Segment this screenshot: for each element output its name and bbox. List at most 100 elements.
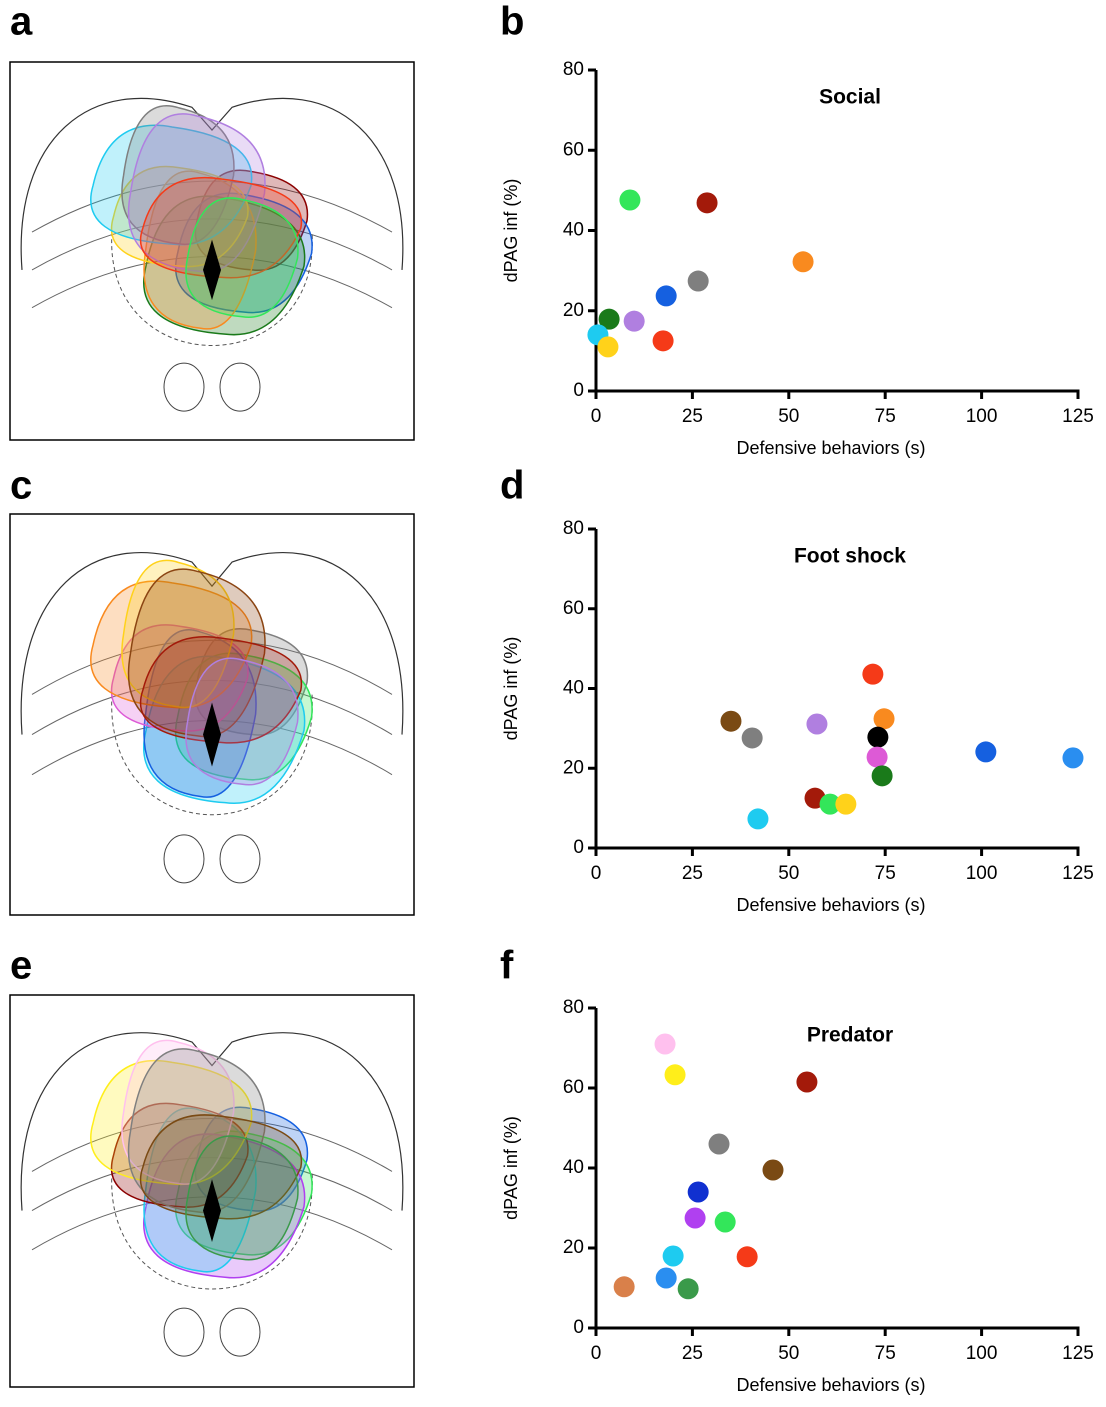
x-tick-label: 75 <box>875 863 896 884</box>
x-tick-label: 50 <box>778 863 799 884</box>
data-point <box>696 192 718 214</box>
data-point <box>867 726 889 748</box>
x-tick-label: 75 <box>875 406 896 427</box>
labeled-area <box>127 1048 266 1214</box>
x-tick-label: 0 <box>591 406 602 427</box>
data-point <box>654 1033 676 1055</box>
data-point <box>684 1207 706 1229</box>
x-tick-label: 0 <box>591 1343 602 1364</box>
section-structure <box>219 1307 261 1357</box>
y-axis-label: dPAG inf (%) <box>501 179 521 283</box>
data-point <box>792 251 814 273</box>
y-tick-label: 60 <box>563 139 584 160</box>
y-tick-label: 20 <box>563 757 584 778</box>
data-point <box>655 285 677 307</box>
section-contour <box>31 218 393 271</box>
chart-title: Foot shock <box>794 545 906 568</box>
x-tick-label: 25 <box>682 406 703 427</box>
data-point <box>662 1245 684 1267</box>
section-outline <box>20 1032 404 1211</box>
data-point <box>720 710 742 732</box>
data-point <box>597 336 619 358</box>
brain-section <box>9 994 415 1388</box>
data-point <box>655 1267 677 1289</box>
data-point <box>747 808 769 830</box>
x-tick-label: 125 <box>1062 863 1094 884</box>
section-contour <box>31 639 393 695</box>
panel-label: c <box>10 464 32 508</box>
y-tick-label: 80 <box>563 997 584 1018</box>
labeled-area <box>139 1114 303 1220</box>
section-contour <box>111 694 313 816</box>
section-structure <box>219 362 261 412</box>
section-structure <box>219 834 261 884</box>
data-point <box>819 793 841 815</box>
x-tick-label: 100 <box>966 863 998 884</box>
labeled-area <box>127 113 266 273</box>
x-tick-label: 100 <box>966 406 998 427</box>
x-tick-label: 0 <box>591 863 602 884</box>
y-tick-label: 80 <box>563 518 584 539</box>
labeled-area <box>143 195 306 336</box>
y-axis-label: dPAG inf (%) <box>501 1116 521 1220</box>
chart-title: Social <box>819 86 881 109</box>
data-point <box>714 1211 736 1233</box>
data-point <box>871 765 893 787</box>
data-point <box>862 663 884 685</box>
data-point <box>741 727 763 749</box>
y-tick-label: 0 <box>573 837 584 858</box>
data-point <box>687 1181 709 1203</box>
labeled-area <box>143 655 306 805</box>
labeled-area <box>143 1133 306 1279</box>
brain-section <box>9 61 415 441</box>
data-point <box>873 708 895 730</box>
data-point <box>619 189 641 211</box>
x-tick-label: 100 <box>966 1343 998 1364</box>
data-point <box>664 1064 686 1086</box>
section-contour <box>111 232 313 346</box>
x-tick-label: 50 <box>778 1343 799 1364</box>
y-tick-label: 60 <box>563 1077 584 1098</box>
aqueduct <box>203 702 221 767</box>
x-tick-label: 50 <box>778 406 799 427</box>
x-axis-label: Defensive behaviors (s) <box>736 1375 925 1395</box>
data-point <box>708 1133 730 1155</box>
x-tick-label: 75 <box>875 1343 896 1364</box>
x-tick-label: 125 <box>1062 406 1094 427</box>
data-point <box>796 1071 818 1093</box>
brain-section <box>9 513 415 916</box>
section-structure <box>163 1307 205 1357</box>
data-point <box>652 330 674 352</box>
data-point <box>1062 747 1084 769</box>
section-outline <box>20 552 404 735</box>
labeled-area <box>127 568 266 738</box>
data-point <box>975 741 997 763</box>
y-tick-label: 80 <box>563 59 584 80</box>
data-point <box>806 713 828 735</box>
y-tick-label: 40 <box>563 1157 584 1178</box>
y-tick-label: 60 <box>563 598 584 619</box>
labeled-area <box>139 177 303 279</box>
section-contour <box>31 680 393 735</box>
y-tick-label: 0 <box>573 1317 584 1338</box>
data-point <box>866 746 888 768</box>
data-point <box>687 270 709 292</box>
chart-title: Predator <box>807 1024 893 1047</box>
data-point <box>835 793 857 815</box>
data-point <box>623 310 645 332</box>
section-contour <box>31 180 393 233</box>
panel-label: b <box>500 0 524 44</box>
panel-label: a <box>10 0 33 44</box>
panel-label: e <box>10 944 32 988</box>
panel-label: d <box>500 464 524 508</box>
section-contour <box>31 1117 393 1172</box>
labeled-area <box>143 629 257 798</box>
y-tick-label: 0 <box>573 380 584 401</box>
x-axis-label: Defensive behaviors (s) <box>736 895 925 915</box>
data-point <box>613 1276 635 1298</box>
x-tick-label: 125 <box>1062 1343 1094 1364</box>
x-tick-label: 25 <box>682 1343 703 1364</box>
data-point <box>762 1159 784 1181</box>
section-structure <box>163 834 205 884</box>
